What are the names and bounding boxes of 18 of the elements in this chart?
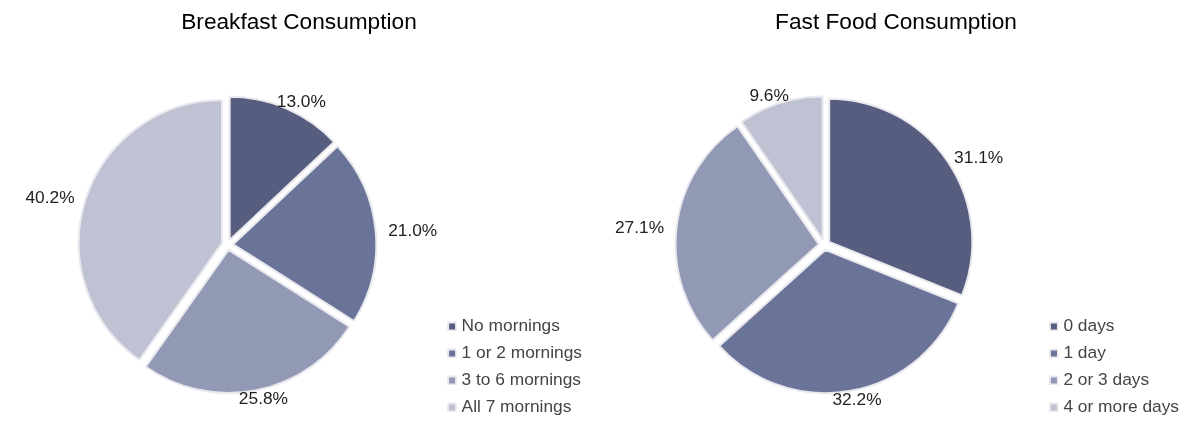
data-label: 27.1% [614, 216, 665, 237]
chart-title: Breakfast Consumption [181, 7, 417, 34]
data-label: 13.0% [276, 90, 326, 111]
legend-label: 1 or 2 mornings [461, 342, 582, 363]
data-label: 31.1% [954, 147, 1004, 168]
legend-label: All 7 mornings [461, 396, 572, 417]
data-label: 40.2% [25, 187, 75, 208]
data-label: 25.8% [238, 388, 289, 409]
chart-title: Fast Food Consumption [775, 7, 1017, 34]
legend-label: 0 days [1063, 315, 1115, 336]
legend-label: 3 to 6 mornings [461, 369, 582, 390]
legend-label: 4 or more days [1063, 396, 1179, 417]
legend-label: No mornings [461, 315, 560, 336]
data-label: 21.0% [388, 220, 438, 241]
legend-label: 1 day [1063, 342, 1106, 363]
data-label: 32.2% [832, 388, 882, 409]
data-label: 9.6% [749, 85, 789, 106]
legend-label: 2 or 3 days [1063, 369, 1150, 390]
